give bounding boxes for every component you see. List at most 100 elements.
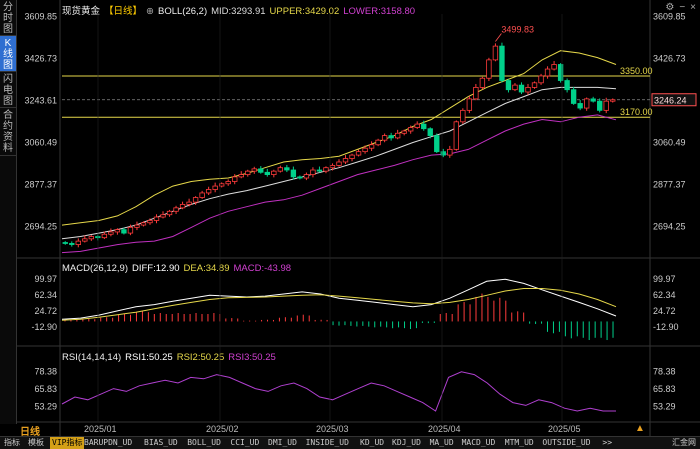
candle-body <box>486 59 492 79</box>
candle-body <box>166 210 173 216</box>
brand-logo: 汇金网 <box>672 438 696 447</box>
candle-body <box>538 75 544 84</box>
candle-body <box>264 171 270 175</box>
candle-body <box>362 147 368 153</box>
candle-body <box>473 87 479 100</box>
candle-body <box>492 45 499 61</box>
macd-tick-left: 62.34 <box>34 290 57 300</box>
candle-body <box>518 84 525 93</box>
rsi-label: RSI(14,14,14) <box>62 352 122 363</box>
candle-body <box>394 132 401 139</box>
rsi-pane: 78.38 78.38 65.83 65.83 53.29 53.29 <box>34 366 676 412</box>
candle-body <box>460 109 466 123</box>
price-tick-left: 2877.37 <box>24 179 57 189</box>
macd-legend: MACD(26,12,9) DIFF:12.90 DEA:34.89 MACD:-43… <box>62 263 295 274</box>
macd-tick-right: 99.97 <box>653 274 676 284</box>
candle-body <box>186 201 192 205</box>
rsi-line <box>61 371 616 412</box>
candle-body <box>62 242 68 244</box>
candle-body <box>570 89 577 104</box>
candle-body <box>583 98 590 109</box>
macd-diff-line <box>61 278 617 320</box>
indicator-tab[interactable]: KD_UD <box>360 438 385 447</box>
indicator-tab[interactable]: MA_UD <box>429 438 454 447</box>
candle-body <box>414 123 420 128</box>
sidebar-item-lightning[interactable]: 闪电图 <box>0 72 16 108</box>
macd-value: MACD:-43.98 <box>233 263 292 274</box>
candle-body <box>557 64 564 81</box>
candle-body <box>179 204 186 209</box>
level-line-lower-label: 3170.00 <box>620 107 653 117</box>
candle-body <box>212 185 218 190</box>
candle-body <box>368 144 375 149</box>
level-line-upper-label: 3350.00 <box>620 66 653 76</box>
candle-body <box>173 207 179 212</box>
candle-body <box>440 151 446 156</box>
indicator-tab[interactable]: OUTSIDE_UD <box>542 438 591 447</box>
candle-body <box>238 174 244 178</box>
candle-body <box>284 167 290 171</box>
grid-lines: 3246.24 <box>62 93 697 107</box>
candle-body <box>525 87 531 93</box>
candle-body <box>355 151 362 156</box>
rsi1-value: RSI1:50.25 <box>125 352 173 363</box>
candle-body <box>610 99 616 102</box>
period-label[interactable]: 【日线】 <box>104 6 143 17</box>
indicator-tab[interactable]: DMI_UD <box>268 438 297 447</box>
candle-body <box>303 174 310 179</box>
candle-body <box>310 169 316 175</box>
sidebar-item-kline[interactable]: K线图 <box>0 36 16 72</box>
candle-body <box>232 176 238 182</box>
settings-icon[interactable]: ⚙ <box>665 2 675 13</box>
time-label: 2025/04 <box>428 424 461 434</box>
close-icon[interactable]: × <box>690 2 696 13</box>
indicator-tab[interactable]: BARUPDN_UD <box>84 438 133 447</box>
price-tick-right: 2877.37 <box>653 179 686 189</box>
rsi-tick-right: 78.38 <box>653 366 676 376</box>
candle-body <box>219 183 225 187</box>
chart-canvas[interactable]: 3609.853609.853426.733426.733243.613243.… <box>0 0 700 436</box>
candle-body <box>512 84 518 91</box>
price-tick-left: 3060.49 <box>24 137 57 147</box>
candle-body <box>245 170 251 175</box>
indicator-tab[interactable]: 模板 <box>28 438 44 447</box>
symbol-name: 现货黄金 <box>62 6 101 17</box>
candle-body <box>479 77 486 88</box>
macd-dea: DEA:34.89 <box>183 263 230 274</box>
indicator-tab[interactable]: VIP指标 <box>50 437 85 449</box>
macd-dea-line <box>61 288 617 321</box>
indicator-tab[interactable]: KDJ_UD <box>392 438 421 447</box>
candle-body <box>127 226 134 234</box>
sidebar-item-timeshare[interactable]: 分时图 <box>0 0 16 36</box>
candles: 3499.83 <box>62 25 616 248</box>
indicator-tab[interactable]: BOLL_UD <box>187 438 221 447</box>
indicator-tab[interactable]: 指标 <box>4 438 20 447</box>
boll-settings-icon[interactable]: ⊕ <box>146 6 154 17</box>
candle-body <box>323 167 329 172</box>
candle-body <box>160 214 166 218</box>
boll-mid: MID:3293.91 <box>211 6 266 17</box>
candle-body <box>453 121 459 150</box>
candle-body <box>381 135 388 141</box>
collapse-arrow-icon[interactable]: ▲ <box>635 423 645 434</box>
indicator-tab[interactable]: MACD_UD <box>461 438 496 447</box>
period-toggle[interactable]: 日线 <box>20 427 40 438</box>
indicator-tab[interactable]: CCI_UD <box>230 438 260 447</box>
candle-body <box>577 103 583 109</box>
time-label: 2025/03 <box>316 424 349 434</box>
indicator-tab[interactable]: BIAS_UD <box>144 438 178 447</box>
indicator-tab[interactable]: INSIDE_UD <box>305 438 349 447</box>
candle-body <box>551 64 557 70</box>
candle-body <box>69 243 75 245</box>
candle-body <box>108 231 114 235</box>
indicator-tab[interactable]: >> <box>602 438 613 447</box>
key-levels: 3350.00 3170.00 <box>62 66 653 118</box>
boll-lower-line <box>61 114 617 254</box>
minus-icon[interactable]: − <box>679 2 686 13</box>
price-tick-right: 3060.49 <box>653 137 686 147</box>
sidebar-item-contract-info[interactable]: 合约资料 <box>0 108 16 156</box>
candle-body <box>590 98 596 102</box>
indicator-tab[interactable]: MTM_UD <box>504 438 534 447</box>
boll-bands <box>61 50 617 254</box>
candle-body <box>88 236 95 240</box>
